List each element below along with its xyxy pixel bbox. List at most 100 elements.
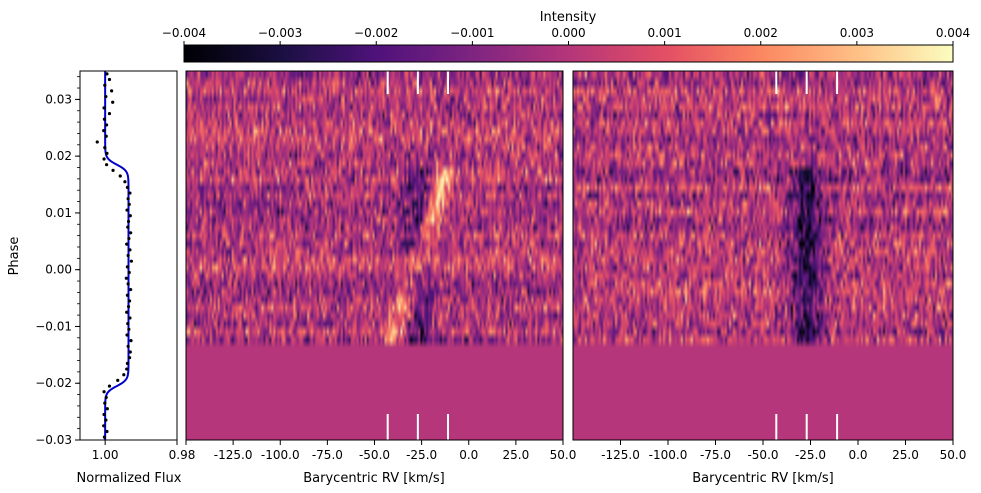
flux-point [103,146,107,150]
flux-point [102,157,106,161]
colorbar: Intensity −0.004 −0.003 −0.002 −0.001 0.000 0… [162,10,970,63]
flux-point [107,111,112,116]
rv-tick-label: -125.0 [601,448,640,462]
flux-point [105,151,109,155]
heatmap-panel-2: -125.0 -100.0 -75.0 -50.0 -25.0 0.0 25.0 50.0 B… [572,70,966,486]
flux-point [129,259,133,263]
flux-point [126,322,130,326]
rv-tick-label: 25.0 [892,448,919,462]
colorbar-tick-label: 0.002 [744,26,778,40]
rv-tick-label: -50.0 [359,448,390,462]
colorbar-label: Intensity [540,10,597,25]
colorbar-tick-label: −0.001 [450,26,494,40]
flux-point [122,373,126,377]
flux-point [107,77,112,82]
flux-point [105,429,109,434]
flux-point [129,231,133,235]
flux-point [102,117,107,121]
rv-tick-label: -50.0 [747,448,778,462]
flux-point [125,242,129,246]
colorbar-tick-label: −0.003 [258,26,302,40]
flux-point [128,350,132,354]
flux-point [126,304,131,309]
flux-point [125,333,129,337]
rv-tick-label: 50.0 [940,448,967,462]
flux-point [102,435,107,439]
flux-point [103,83,107,87]
rv-tick-label: -25.0 [406,448,437,462]
colorbar-frame [183,44,954,63]
rv-markers-2 [775,71,839,440]
flux-point [118,174,122,178]
flux-axis-label: Normalized Flux [77,471,182,486]
flux-point [125,265,130,269]
flux-point [127,299,132,303]
flux-point [127,202,131,207]
rv-tick-label: -100.0 [261,448,300,462]
flux-point [104,123,109,127]
rv-axis-2: -125.0 -100.0 -75.0 -50.0 -25.0 0.0 25.0 50.0 [601,440,966,462]
rv-tick-label: 0.0 [848,448,867,462]
flux-point [125,185,130,189]
rv-tick-label: 0.0 [459,448,478,462]
flux-point [126,197,130,201]
flux-tick-label: 1.00 [92,448,119,462]
flux-point [127,327,131,331]
phase-tick-label: −0.02 [35,376,72,390]
lightcurve-panel: −0.03 −0.02 −0.01 0.00 0.01 0.02 0.03 Phase 1.… [7,70,182,486]
phase-tick-label: 0.01 [45,206,72,220]
flux-point [126,225,130,229]
phase-tick-label: 0.02 [45,149,72,163]
flux-point [105,72,109,76]
flux-point [104,94,108,99]
colorbar-tick-label: −0.004 [162,26,206,40]
heatmap-2-image [573,71,953,440]
flux-point [105,407,109,411]
colorbar-tick-label: −0.002 [354,26,398,40]
rv-tick-label: 50.0 [550,448,577,462]
flux-point [123,180,127,184]
flux-point [124,276,128,280]
phase-tick-label: −0.01 [35,319,72,333]
colorbar-gradient [184,45,953,62]
flux-point [102,424,106,428]
heatmap-panel-1: -125.0 -100.0 -75.0 -50.0 -25.0 0.0 25.0 50.0 0.… [169,70,577,486]
flux-point [125,208,129,212]
rv-tick-label: -75.0 [700,448,731,462]
flux-point [102,412,106,417]
flux-point [102,129,106,133]
flux-point [104,163,109,167]
flux-point [125,361,130,365]
phase-tick-label: 0.03 [45,92,72,106]
heatmap-1-image [186,71,563,440]
shared-edge-tick-label: 0.98 [169,448,196,462]
rv-markers-1 [386,71,450,440]
flux-point [129,339,133,343]
flux-point [111,100,115,104]
flux-point [102,106,106,110]
flux-point [111,168,115,172]
flux-point [126,219,131,224]
phase-axis: −0.03 −0.02 −0.01 0.00 0.01 0.02 0.03 [35,76,80,447]
colorbar-tick-label: 0.000 [551,26,585,40]
flux-point [104,395,108,400]
flux-point [128,316,132,320]
flux-point [125,367,129,371]
flux-point [95,140,99,144]
rv-tick-label: -75.0 [312,448,343,462]
flux-point [103,401,107,405]
flux-point [128,248,132,252]
colorbar-tick-label: 0.004 [936,26,970,40]
colorbar-ticks: −0.004 −0.003 −0.002 −0.001 0.000 0.001 0.002 0… [162,26,970,45]
flux-point [126,344,130,348]
flux-point [128,191,132,195]
flux-axis: 1.00 [92,440,178,462]
lightcurve-frame [79,70,178,441]
flux-point [107,384,112,388]
flux-point [125,293,130,297]
flux-point [128,214,132,218]
flux-point [125,310,129,314]
phase-tick-label: −0.03 [35,433,72,447]
flux-point [127,270,131,275]
